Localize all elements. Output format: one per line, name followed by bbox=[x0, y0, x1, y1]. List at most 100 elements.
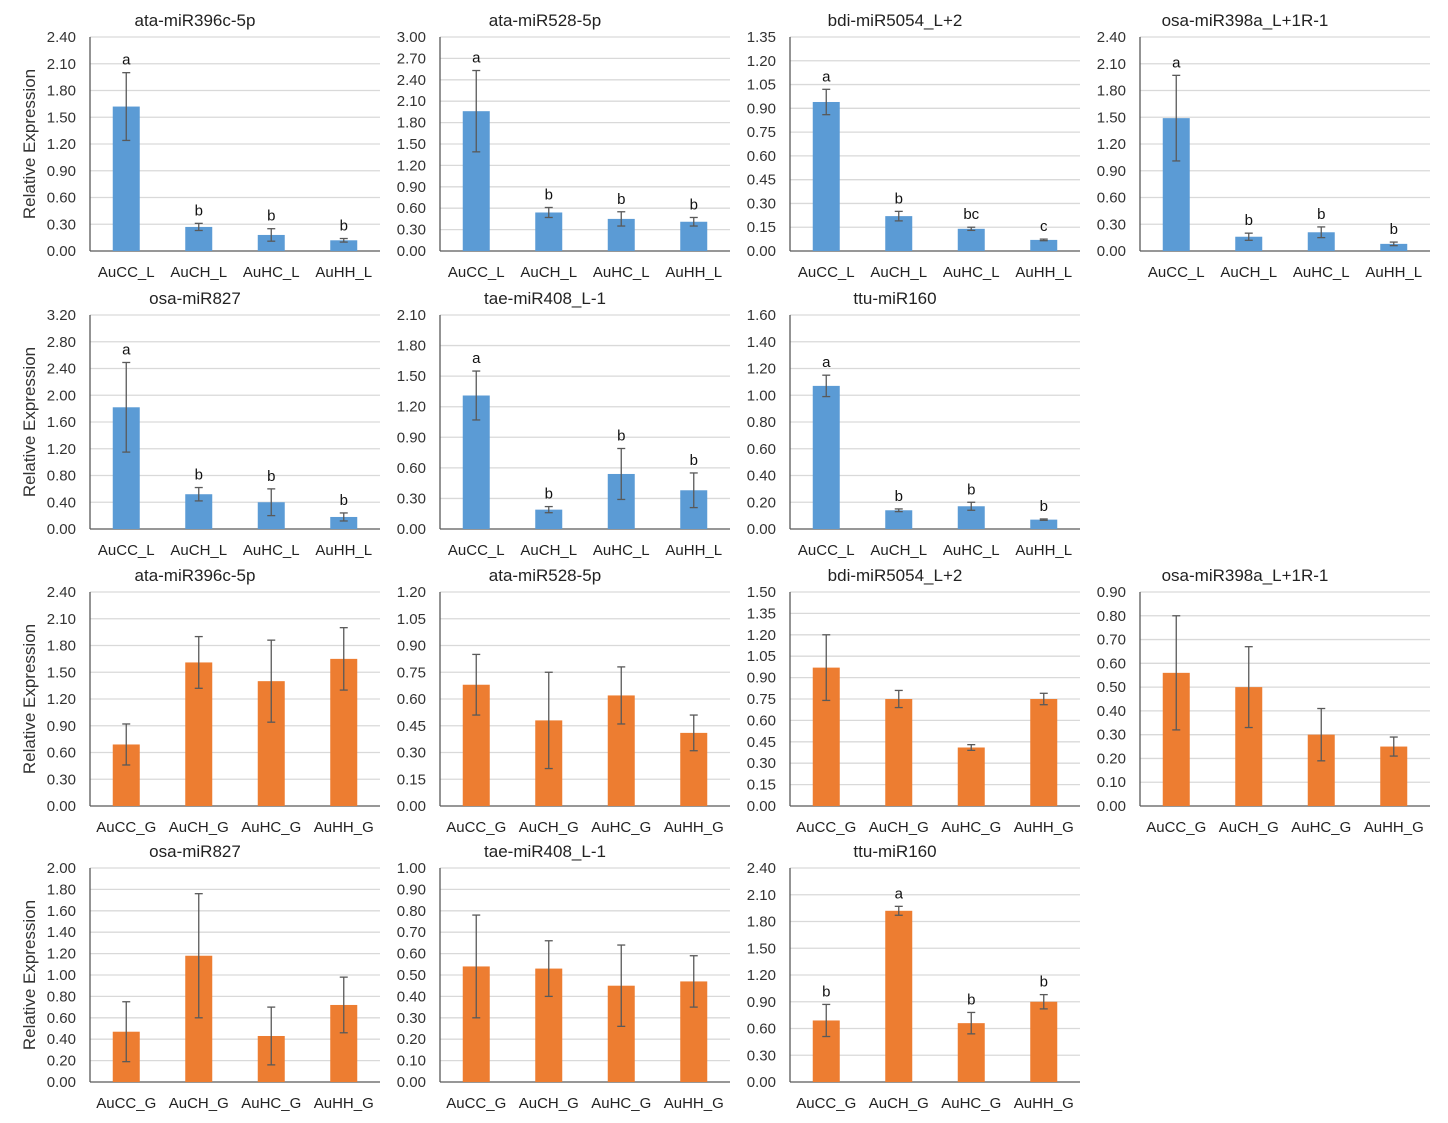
significance-letter: a bbox=[472, 350, 481, 367]
chart-title: osa-miR827 bbox=[149, 842, 241, 861]
y-tick-label: 0.80 bbox=[1097, 608, 1126, 625]
y-tick-label: 1.05 bbox=[747, 77, 776, 94]
significance-letter: b bbox=[617, 191, 625, 208]
y-tick-label: 1.20 bbox=[747, 53, 776, 70]
y-tick-label: 0.00 bbox=[397, 243, 426, 260]
y-tick-label: 0.00 bbox=[47, 521, 76, 538]
y-tick-label: 0.40 bbox=[747, 468, 776, 485]
x-category-label: AuCC_L bbox=[448, 542, 505, 559]
x-category-label: AuCH_G bbox=[519, 819, 579, 836]
y-tick-label: 0.10 bbox=[397, 1053, 426, 1070]
bar bbox=[1030, 519, 1058, 529]
y-tick-label: 0.00 bbox=[1097, 243, 1126, 260]
y-tick-label: 0.90 bbox=[397, 881, 426, 898]
y-tick-label: 0.75 bbox=[747, 124, 776, 141]
x-category-label: AuCH_L bbox=[170, 264, 227, 281]
significance-letter: a bbox=[822, 354, 831, 371]
x-category-label: AuHH_L bbox=[1015, 542, 1072, 559]
chart-title: osa-miR398a_L+1R-1 bbox=[1162, 11, 1329, 30]
y-tick-label: 1.50 bbox=[747, 940, 776, 957]
y-tick-label: 0.15 bbox=[747, 777, 776, 794]
y-tick-label: 0.40 bbox=[47, 494, 76, 511]
bar bbox=[535, 509, 563, 529]
x-category-label: AuHC_L bbox=[1293, 264, 1350, 281]
bar bbox=[1030, 239, 1058, 251]
y-tick-label: 0.60 bbox=[47, 1010, 76, 1027]
chart-title: osa-miR827 bbox=[149, 289, 241, 308]
significance-letter: b bbox=[690, 196, 698, 213]
y-tick-label: 0.00 bbox=[47, 1074, 76, 1091]
significance-letter: b bbox=[1245, 212, 1253, 229]
significance-letter: b bbox=[1040, 498, 1048, 515]
y-tick-label: 2.00 bbox=[47, 387, 76, 404]
x-category-label: AuHC_L bbox=[593, 542, 650, 559]
y-tick-label: 0.30 bbox=[1097, 216, 1126, 233]
y-tick-label: 1.20 bbox=[397, 584, 426, 601]
x-category-label: AuCH_G bbox=[869, 1095, 929, 1112]
x-category-label: AuHH_L bbox=[315, 264, 372, 281]
y-tick-label: 1.20 bbox=[397, 157, 426, 174]
y-tick-label: 0.20 bbox=[397, 1031, 426, 1048]
x-category-label: AuHC_G bbox=[241, 1095, 301, 1112]
x-category-label: AuHH_G bbox=[1014, 1095, 1074, 1112]
y-tick-label: 1.80 bbox=[47, 881, 76, 898]
x-category-label: AuHH_G bbox=[314, 1095, 374, 1112]
y-tick-label: 0.80 bbox=[747, 414, 776, 431]
y-tick-label: 0.30 bbox=[1097, 727, 1126, 744]
y-tick-label: 1.40 bbox=[47, 924, 76, 941]
y-tick-label: 0.60 bbox=[47, 745, 76, 762]
x-category-label: AuCC_G bbox=[1146, 819, 1206, 836]
y-tick-label: 1.50 bbox=[747, 584, 776, 601]
x-category-label: AuCC_G bbox=[796, 819, 856, 836]
significance-letter: b bbox=[895, 488, 903, 505]
x-category-label: AuHH_L bbox=[1365, 264, 1422, 281]
x-category-label: AuCH_G bbox=[169, 1095, 229, 1112]
significance-letter: b bbox=[822, 983, 830, 1000]
x-category-label: AuHH_L bbox=[315, 542, 372, 559]
x-category-label: AuHC_G bbox=[941, 819, 1001, 836]
y-tick-label: 0.00 bbox=[1097, 798, 1126, 815]
y-tick-label: 0.80 bbox=[47, 988, 76, 1005]
bar bbox=[1030, 699, 1058, 806]
y-tick-label: 1.80 bbox=[47, 638, 76, 655]
bar bbox=[885, 510, 913, 529]
x-category-label: AuCH_L bbox=[170, 542, 227, 559]
y-tick-label: 1.20 bbox=[47, 136, 76, 153]
bar bbox=[885, 910, 913, 1082]
x-category-label: AuCH_L bbox=[1220, 264, 1277, 281]
bar bbox=[1030, 1001, 1058, 1082]
significance-letter: b bbox=[895, 190, 903, 207]
y-tick-label: 2.10 bbox=[47, 56, 76, 73]
x-category-label: AuCC_G bbox=[446, 1095, 506, 1112]
x-category-label: AuCC_G bbox=[446, 819, 506, 836]
x-category-label: AuCH_G bbox=[1219, 819, 1279, 836]
chart-title: tae-miR408_L-1 bbox=[484, 289, 606, 308]
significance-letter: b bbox=[967, 481, 975, 498]
y-tick-label: 1.20 bbox=[47, 691, 76, 708]
y-axis-label: Relative Expression bbox=[20, 624, 39, 774]
x-category-label: AuCH_L bbox=[870, 542, 927, 559]
y-tick-label: 1.60 bbox=[47, 903, 76, 920]
bar bbox=[957, 747, 985, 806]
y-tick-label: 3.20 bbox=[47, 307, 76, 324]
y-tick-label: 0.90 bbox=[47, 718, 76, 735]
y-tick-label: 1.50 bbox=[47, 109, 76, 126]
y-tick-label: 0.10 bbox=[1097, 774, 1126, 791]
significance-letter: a bbox=[895, 885, 904, 902]
significance-letter: b bbox=[267, 468, 275, 485]
y-tick-label: 0.90 bbox=[47, 163, 76, 180]
chart-title: bdi-miR5054_L+2 bbox=[828, 566, 963, 585]
y-tick-label: 1.50 bbox=[47, 664, 76, 681]
x-category-label: AuCC_L bbox=[798, 264, 855, 281]
chart-panel: 0.00 0.20 0.40 0.60 0.80 1.00 1.20 1.40 1.60 ttu-… bbox=[747, 289, 1080, 559]
x-category-label: AuCC_L bbox=[798, 542, 855, 559]
y-axis-label: Relative Expression bbox=[20, 347, 39, 497]
significance-letter: a bbox=[822, 68, 831, 85]
y-tick-label: 1.20 bbox=[747, 361, 776, 378]
y-tick-label: 0.90 bbox=[397, 638, 426, 655]
bar bbox=[885, 216, 913, 251]
x-category-label: AuCC_L bbox=[1148, 264, 1205, 281]
y-tick-label: 2.10 bbox=[47, 611, 76, 628]
y-tick-label: 1.00 bbox=[397, 860, 426, 877]
y-tick-label: 1.60 bbox=[47, 414, 76, 431]
